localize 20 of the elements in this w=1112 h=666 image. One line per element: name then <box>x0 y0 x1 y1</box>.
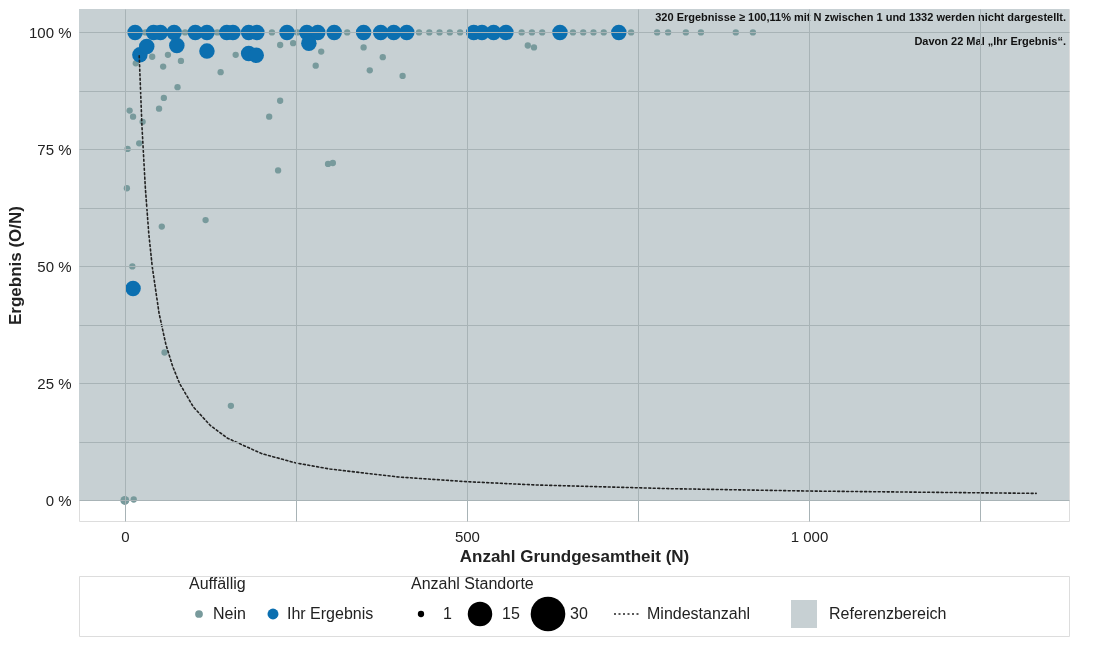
y-tick-label: 100 % <box>28 23 72 41</box>
legend-label: 30 <box>570 605 588 622</box>
y-tick-label: 0 % <box>45 491 72 509</box>
annotation: 320 Ergebnisse ≥ 100,11% mit N zwischen 1 und 1332 werden nicht dargestellt. <box>655 11 1066 23</box>
x-tick-label: 500 <box>454 527 480 545</box>
y-tick-label: 75 % <box>37 140 72 158</box>
legend-label: Referenzbereich <box>829 605 947 622</box>
legend-label: 1 <box>443 605 452 622</box>
y-tick-label: 25 % <box>37 374 72 392</box>
legend-label: 15 <box>502 605 520 622</box>
x-tick-label: 1 000 <box>790 527 829 545</box>
legend-label: Mindestanzahl <box>647 605 751 622</box>
legend-label: Ihr Ergebnis <box>287 605 374 622</box>
y-tick-label: 50 % <box>37 257 72 275</box>
x-tick-label: 0 <box>121 527 130 545</box>
legend-label: Nein <box>213 605 246 622</box>
x-axis-title: Anzahl Grundgesamtheit (N) <box>459 546 690 566</box>
text: Anzahl Standorte <box>411 575 534 592</box>
legend-title: Auffällig <box>189 575 246 592</box>
y-axis-title: Ergebnis (O/N) <box>5 205 25 326</box>
